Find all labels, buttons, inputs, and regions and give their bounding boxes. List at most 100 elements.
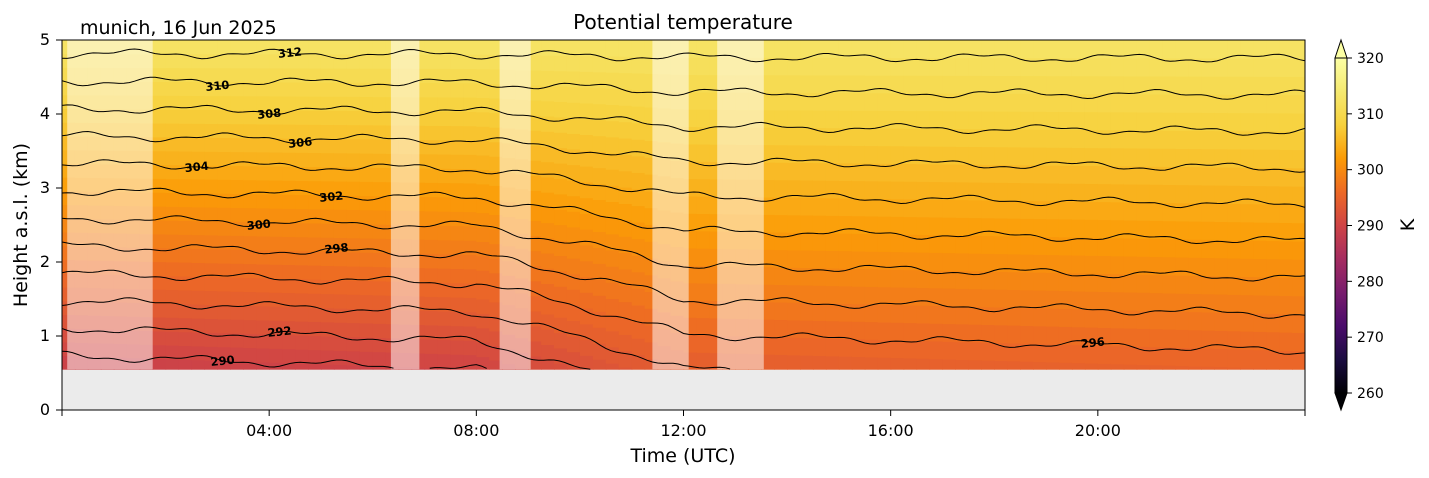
field-cell [191, 53, 206, 69]
field-cell [489, 68, 503, 85]
field-cell [566, 273, 581, 290]
field-cell [825, 302, 840, 322]
field-cell [541, 40, 555, 56]
field-cell [942, 252, 957, 271]
field-cell [1240, 276, 1254, 296]
field-cell [372, 82, 387, 98]
field-cell [295, 152, 309, 167]
field-cell [1123, 183, 1138, 203]
field-cell [1240, 185, 1254, 205]
field-cell [981, 164, 995, 183]
field-cell [230, 332, 244, 348]
field-cell [204, 53, 218, 69]
field-cell [955, 234, 969, 254]
field-cell [618, 366, 633, 370]
field-cell [618, 137, 633, 155]
field-cell [696, 265, 710, 284]
field-cell [1175, 75, 1190, 95]
field-cell [320, 180, 335, 196]
field-cell [1058, 308, 1073, 327]
field-cell [1292, 332, 1305, 352]
field-cell [929, 358, 944, 370]
field-cell [851, 197, 866, 217]
field-cell [204, 359, 218, 370]
field-cell [877, 145, 892, 164]
field-cell [320, 335, 335, 351]
field-cell [1227, 366, 1241, 370]
field-cell [1253, 76, 1267, 96]
field-cell [554, 286, 568, 303]
field-cell [800, 74, 814, 93]
field-cell [320, 166, 335, 182]
field-cell [1175, 292, 1190, 312]
field-cell [1149, 310, 1164, 330]
field-cell [955, 57, 969, 76]
field-cell [217, 95, 231, 111]
field-cell [308, 124, 322, 139]
field-cell [1266, 130, 1280, 150]
field-cell [579, 55, 594, 72]
field-cell [1201, 94, 1215, 113]
field-cell [761, 249, 775, 268]
field-cell [541, 191, 555, 208]
field-cell [942, 199, 957, 218]
field-cell [774, 126, 788, 146]
field-cell [1071, 272, 1086, 292]
field-cell [877, 321, 892, 341]
field-cell [916, 198, 931, 218]
field-cell [256, 347, 270, 363]
field-cell [152, 178, 167, 193]
field-cell [800, 249, 814, 269]
field-cell [1175, 238, 1190, 258]
field-cell [812, 355, 827, 370]
field-cell [269, 193, 283, 209]
field-cell [463, 340, 477, 356]
field-cell [994, 360, 1008, 370]
field-cell [800, 197, 814, 216]
field-cell [1201, 275, 1215, 295]
field-cell [333, 40, 348, 55]
field-cell [230, 277, 244, 292]
field-cell [631, 105, 646, 124]
field-cell [696, 109, 710, 128]
field-cell [1007, 128, 1021, 148]
field-cell [1214, 330, 1228, 350]
field-cell [230, 221, 244, 236]
field-cell [256, 95, 270, 111]
field-cell [1007, 110, 1021, 130]
field-cell [450, 311, 464, 327]
field-cell [541, 176, 555, 193]
field-cell [269, 221, 283, 237]
field-cell [825, 144, 840, 164]
field-cell [851, 338, 866, 358]
field-cell [916, 110, 931, 129]
field-cell [1292, 295, 1305, 315]
field-cell [476, 169, 490, 185]
field-cell [787, 232, 801, 251]
field-cell [631, 254, 646, 273]
field-cell [333, 350, 348, 366]
field-cell [1033, 93, 1047, 112]
field-cell [178, 345, 193, 360]
field-cell [165, 261, 180, 277]
field-cell [450, 96, 464, 112]
field-cell [800, 127, 814, 146]
field-cell [1136, 237, 1151, 257]
field-cell [269, 40, 283, 55]
field-cell [256, 277, 270, 293]
field-cell [800, 214, 814, 234]
field-cell [1188, 256, 1203, 276]
field-cell [968, 110, 982, 130]
field-cell [903, 145, 918, 165]
field-cell [968, 92, 982, 112]
field-cell [269, 263, 283, 279]
field-cell [1123, 75, 1138, 95]
contour-label-306: 306 [288, 134, 313, 150]
field-cell [579, 40, 594, 57]
field-cell [204, 137, 218, 152]
field-cell [1227, 75, 1241, 95]
field-cell [269, 81, 283, 97]
field-cell [1214, 112, 1228, 132]
field-cell [903, 340, 918, 359]
field-cell [566, 304, 581, 321]
